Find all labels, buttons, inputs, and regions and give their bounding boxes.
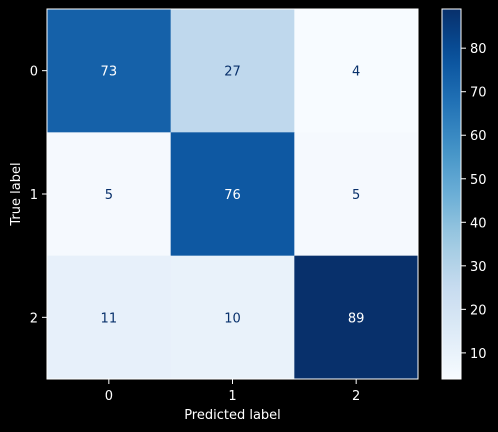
y-axis-label: True label: [9, 162, 24, 226]
x-tick-label: 0: [105, 389, 113, 404]
colorbar-tick-label: 60: [470, 129, 487, 144]
x-tick-label: 1: [228, 389, 236, 404]
heatmap-cell-value: 89: [348, 311, 365, 326]
colorbar-gradient: [442, 9, 461, 379]
heatmap-cell-value: 4: [352, 65, 360, 80]
colorbar-tick-label: 70: [470, 86, 487, 101]
heatmap-cell-value: 10: [224, 311, 241, 326]
colorbar-tick-label: 10: [470, 347, 487, 362]
y-tick-label: 2: [30, 311, 38, 326]
heatmap-cell-value: 5: [105, 188, 113, 203]
heatmap-cell-value: 73: [101, 65, 118, 80]
x-tick-label: 2: [352, 389, 360, 404]
colorbar-tick-label: 30: [470, 260, 487, 275]
colorbar-tick-label: 20: [470, 303, 487, 318]
colorbar-tick-label: 50: [470, 173, 487, 188]
x-axis-label: Predicted label: [184, 408, 281, 423]
colorbar-tick-label: 80: [470, 42, 487, 57]
heatmap-cell-value: 76: [224, 188, 241, 203]
heatmap-cell-value: 5: [352, 188, 360, 203]
y-tick-label: 0: [30, 65, 38, 80]
heatmap-cell-value: 27: [224, 65, 241, 80]
heatmap-cell-value: 11: [101, 311, 118, 326]
colorbar-tick-label: 40: [470, 216, 487, 231]
y-tick-label: 1: [30, 188, 38, 203]
